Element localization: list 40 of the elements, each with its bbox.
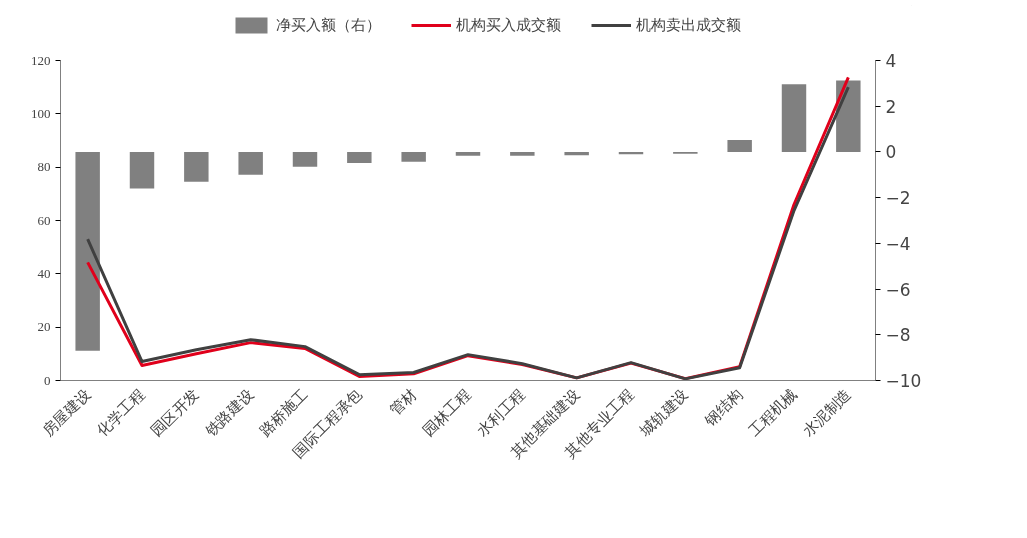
bar xyxy=(510,151,535,156)
y-tick-label: 100 xyxy=(31,105,51,121)
bar xyxy=(401,151,426,162)
y-tick-label: 40 xyxy=(37,265,51,281)
bar xyxy=(75,151,100,351)
legend-label: 机构卖出成交额 xyxy=(635,15,741,35)
bar xyxy=(292,151,318,167)
legend-label: 机构买入成交额 xyxy=(455,15,561,35)
y2-tick-label: −6 xyxy=(885,279,911,300)
x-tick-label: 工程机械 xyxy=(745,385,801,441)
bar xyxy=(129,151,155,189)
x-tick-label: 城轨建设 xyxy=(635,385,692,441)
y2-tick-label: 0 xyxy=(885,142,897,163)
bar xyxy=(184,151,209,182)
y-tick-label: 60 xyxy=(37,212,51,228)
x-tick-label: 房屋建设 xyxy=(38,385,95,441)
y2-tick-label: 4 xyxy=(885,51,897,71)
x-tick-label: 水泥制造 xyxy=(799,385,855,441)
y-tick-label: 0 xyxy=(44,372,51,388)
x-tick-label: 园林工程 xyxy=(419,385,475,441)
x-tick-label: 铁路建设 xyxy=(201,385,258,441)
y2-tick-label: −10 xyxy=(885,371,922,391)
y-tick-label: 120 xyxy=(31,52,51,68)
y2-tick-label: −8 xyxy=(885,325,911,346)
y-tick-label: 20 xyxy=(37,319,51,335)
bar xyxy=(727,140,752,152)
y-tick-label: 80 xyxy=(37,159,51,175)
y2-tick-label: −4 xyxy=(885,233,911,254)
y2-tick-label: −2 xyxy=(885,188,911,209)
bar xyxy=(836,80,861,152)
x-tick-label: 管材 xyxy=(386,385,421,420)
bar xyxy=(781,84,807,152)
x-tick-label: 化学工程 xyxy=(93,385,149,441)
bar xyxy=(455,151,481,156)
x-tick-label: 钢结构 xyxy=(700,385,747,431)
x-tick-label: 园区开发 xyxy=(147,385,203,441)
bar xyxy=(347,151,372,163)
bar xyxy=(238,151,263,175)
legend-label: 净买入额（右） xyxy=(275,15,381,35)
y2-tick-label: 2 xyxy=(885,96,897,117)
